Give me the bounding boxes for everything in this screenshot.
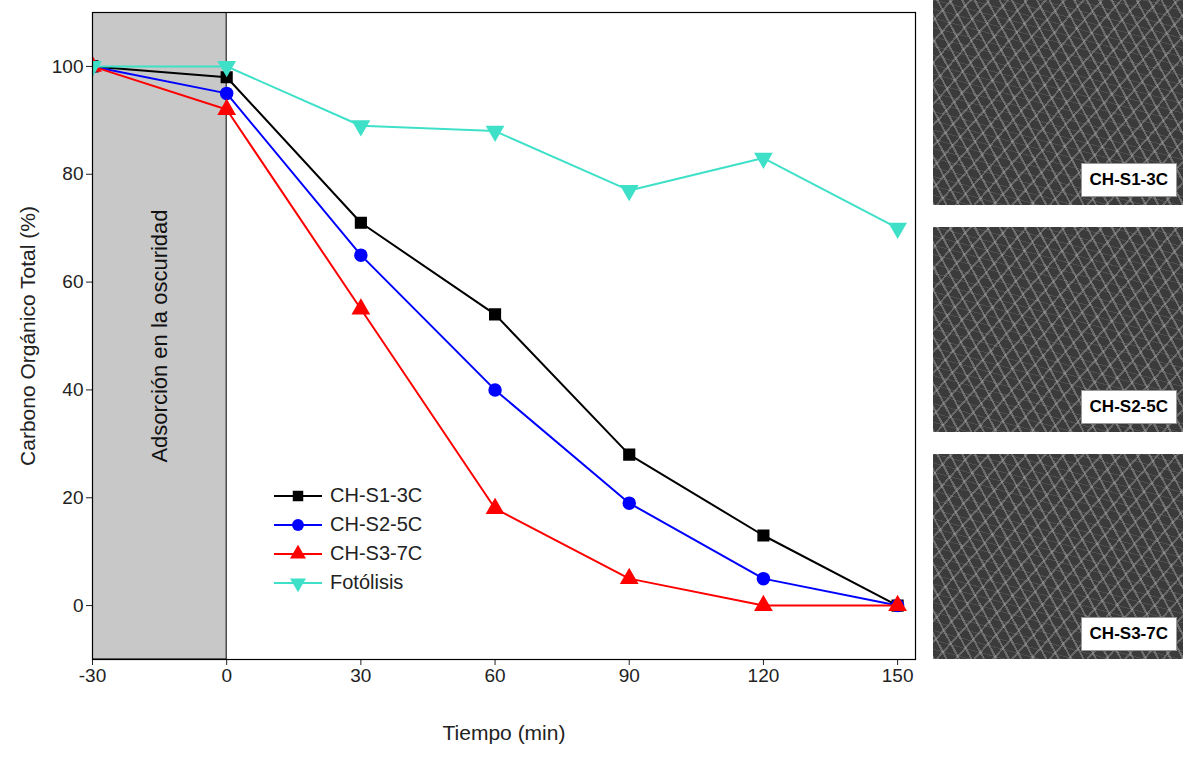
svg-text:Tiempo (min): Tiempo (min) <box>443 721 566 744</box>
svg-text:Carbono Orgánico Total (%): Carbono Orgánico Total (%) <box>16 206 39 466</box>
svg-text:40: 40 <box>62 379 83 400</box>
svg-text:150: 150 <box>882 665 914 686</box>
html-text:CH-S1-3C: CH-S1-3C <box>330 484 423 506</box>
html-text:CH-S3-7C: CH-S3-7C <box>1089 624 1168 643</box>
svg-text:20: 20 <box>62 487 83 508</box>
html-text:CH-S2-5C: CH-S2-5C <box>330 513 423 535</box>
svg-text:80: 80 <box>62 163 83 184</box>
svg-text:0: 0 <box>73 595 84 616</box>
svg-text:100: 100 <box>52 55 84 76</box>
svg-text:Adsorción en la oscuridad: Adsorción en la oscuridad <box>147 209 172 462</box>
html-text:CH-S3-7C: CH-S3-7C <box>330 542 423 564</box>
html-text:CH-S1-3C: CH-S1-3C <box>1089 170 1168 189</box>
svg-text:60: 60 <box>62 271 83 292</box>
svg-text:120: 120 <box>748 665 780 686</box>
html-text:CH-S2-5C: CH-S2-5C <box>1089 397 1168 416</box>
html-text:Fotólisis: Fotólisis <box>330 571 404 593</box>
svg-text:30: 30 <box>350 665 371 686</box>
svg-text:90: 90 <box>619 665 640 686</box>
svg-text:0: 0 <box>221 665 232 686</box>
svg-text:-30: -30 <box>79 665 106 686</box>
svg-text:60: 60 <box>484 665 505 686</box>
